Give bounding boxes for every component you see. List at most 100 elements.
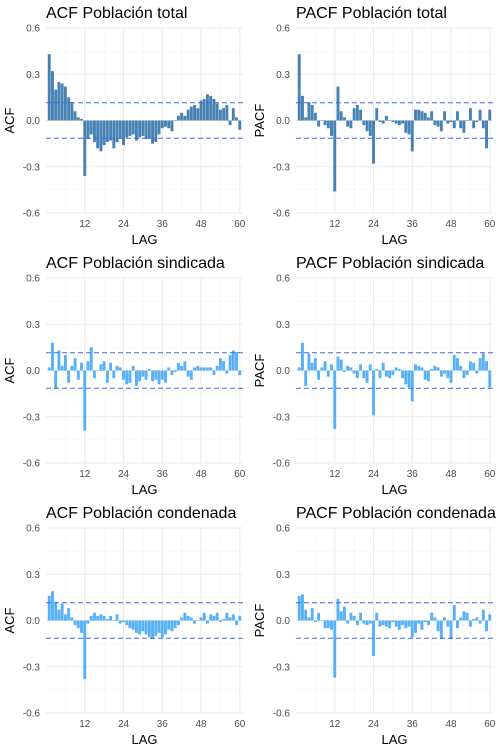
bar-lag-29 [388,120,392,121]
bar-lag-30 [391,370,395,376]
bar-lag-16 [96,120,100,149]
x-tick-label: 48 [195,219,207,230]
bar-lag-23 [368,364,372,371]
bar-lag-51 [209,614,213,621]
bar-lag-16 [96,370,100,371]
bar-lag-44 [436,120,440,127]
bar-lag-39 [170,120,174,132]
bar-lag-48 [199,100,203,121]
bar-lag-8 [320,120,324,121]
bar-lag-12 [83,120,87,176]
bar-lag-46 [443,370,447,374]
bar-lag-34 [154,620,158,636]
x-tick-label: 24 [118,719,130,730]
bar-lag-1 [297,54,301,121]
bar-lag-51 [459,365,463,371]
y-axis-title: PACF [252,604,267,638]
bar-lag-60 [488,370,492,388]
bar-lag-28 [384,620,388,627]
bar-lag-11 [330,364,333,371]
panel-4: -0.6 -0.3 0.0 0.3 0.6 12 24 36 48 60 PACF Població… [252,255,496,497]
bar-lag-26 [128,370,132,383]
bar-lag-4 [57,350,61,371]
x-tick-label: 24 [368,469,380,480]
bar-lag-12 [83,620,87,680]
bar-lag-48 [199,617,203,621]
bar-lag-56 [475,617,479,621]
bar-lag-36 [160,120,164,129]
bar-lag-11 [80,118,83,121]
bar-lag-33 [401,370,405,379]
bar-lag-50 [456,111,459,121]
bar-lag-17 [99,120,103,152]
bar-lag-42 [430,368,434,371]
bar-lag-41 [176,362,180,371]
bar-lag-51 [459,617,463,621]
bar-lag-35 [407,620,411,627]
bar-lag-2 [301,342,304,371]
bar-lag-33 [401,120,405,124]
bar-lag-57 [228,120,232,126]
bar-lag-55 [472,618,476,621]
bar-lag-36 [160,620,164,638]
y-axis-title: PACF [252,354,267,388]
x-tick-label: 36 [157,469,169,480]
x-axis-title: LAG [131,732,157,747]
bar-lag-56 [225,105,229,121]
x-tick-label: 12 [329,219,341,230]
x-tick-label: 60 [234,719,246,730]
x-tick-label: 12 [79,219,91,230]
bar-lag-16 [346,620,350,624]
x-tick-label: 60 [484,219,496,230]
bar-lag-46 [193,620,197,624]
y-tick-label: 0.6 [26,24,40,35]
bar-lag-41 [426,620,430,626]
bar-lag-19 [105,618,109,621]
bar-lag-31 [144,370,148,380]
bar-lag-17 [349,367,353,371]
bar-lag-4 [307,617,311,621]
bar-lag-47 [446,120,450,124]
bar-lag-31 [394,120,398,124]
x-tick-label: 48 [195,469,207,480]
bar-lag-50 [206,620,209,624]
bar-lag-32 [147,120,151,139]
bar-lag-38 [167,120,171,129]
x-tick-label: 36 [407,219,419,230]
bar-lag-55 [222,361,226,371]
bar-lag-43 [433,120,437,126]
panel-title: PACF Población total [296,5,447,22]
bar-lag-53 [465,120,469,121]
bar-lag-18 [352,370,356,374]
bar-lag-59 [235,620,238,626]
bar-lag-29 [388,620,392,629]
bar-lag-31 [394,620,398,627]
bar-lag-27 [381,362,385,371]
x-tick-label: 36 [157,719,169,730]
bar-lag-18 [102,120,106,146]
bar-lag-7 [67,370,71,383]
bar-lag-49 [202,367,206,371]
bar-lag-25 [375,612,379,621]
bar-lag-36 [410,120,414,152]
x-tick-label: 24 [118,469,130,480]
bar-lag-17 [99,364,103,371]
x-tick-label: 48 [445,719,457,730]
bar-lag-60 [238,615,242,621]
bar-lag-22 [115,120,119,143]
bar-lag-26 [378,620,382,627]
y-tick-label: 0.0 [276,116,290,127]
bar-lag-30 [141,120,145,136]
bar-lag-14 [89,120,93,135]
x-tick-label: 48 [445,469,457,480]
bar-lag-20 [109,362,113,371]
bar-lag-26 [378,370,382,379]
bar-lag-16 [346,120,350,127]
bar-lag-7 [317,612,321,621]
bar-lag-5 [60,83,64,121]
bar-lag-29 [138,620,142,635]
bar-lag-35 [407,370,411,388]
y-tick-label: -0.6 [23,209,41,220]
bar-lag-41 [176,620,180,626]
